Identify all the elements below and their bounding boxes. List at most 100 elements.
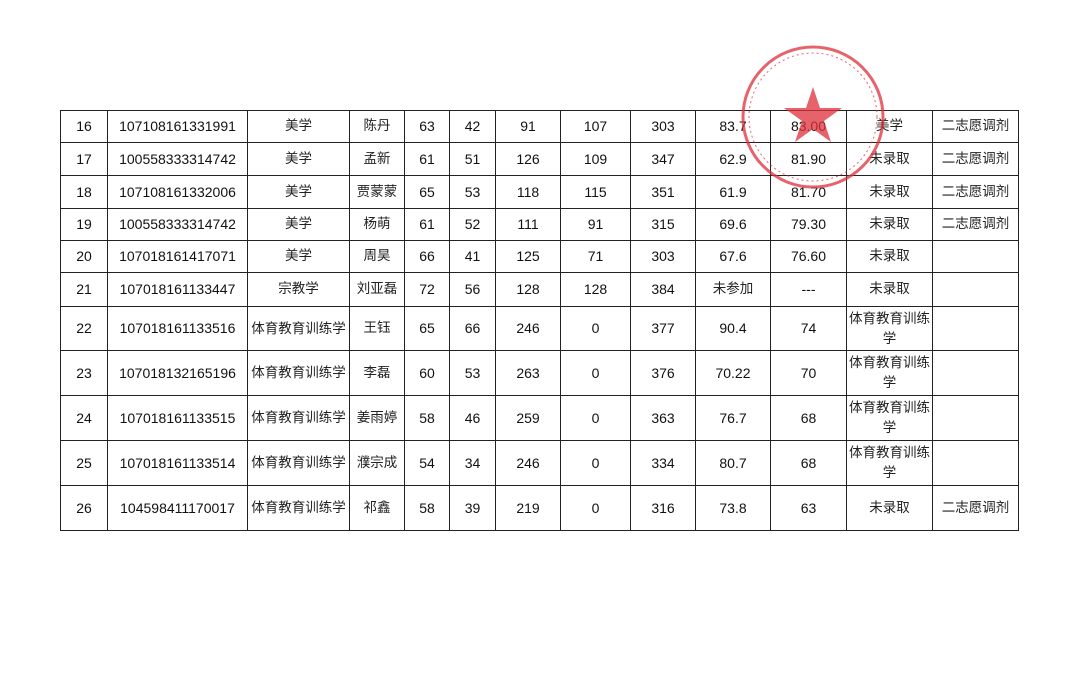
table-row: 21 107018161133447 宗教学 刘亚磊 72 56 128 128 384 未参加 -… (60, 272, 1019, 307)
cell-total: 316 (630, 485, 696, 531)
cell-name: 贾蒙蒙 (349, 175, 405, 209)
cell-politics: 65 (404, 306, 450, 351)
cell-index: 23 (60, 350, 108, 396)
cell-final-score: 76.60 (770, 240, 847, 273)
cell-english: 41 (449, 240, 496, 273)
cell-exam-id: 100558333314742 (107, 208, 248, 241)
cell-name: 杨萌 (349, 208, 405, 241)
cell-note (932, 240, 1019, 273)
cell-politics: 60 (404, 350, 450, 396)
cell-total: 334 (630, 440, 696, 486)
cell-result: 未录取 (846, 272, 933, 307)
cell-index: 16 (60, 110, 108, 143)
cell-politics: 54 (404, 440, 450, 486)
cell-final-score: 74 (770, 306, 847, 351)
cell-index: 21 (60, 272, 108, 307)
cell-retest-score: 69.6 (695, 208, 771, 241)
cell-major: 美学 (247, 240, 350, 273)
cell-total: 376 (630, 350, 696, 396)
cell-english: 39 (449, 485, 496, 531)
cell-subject-1: 263 (495, 350, 561, 396)
cell-english: 53 (449, 175, 496, 209)
cell-subject-1: 118 (495, 175, 561, 209)
cell-subject-2: 107 (560, 110, 631, 143)
cell-subject-1: 128 (495, 272, 561, 307)
cell-subject-2: 0 (560, 485, 631, 531)
cell-politics: 58 (404, 485, 450, 531)
cell-subject-2: 109 (560, 142, 631, 176)
cell-final-score: 81.90 (770, 142, 847, 176)
cell-retest-score: 76.7 (695, 395, 771, 441)
cell-result: 体育教育训练学 (846, 440, 933, 486)
cell-total: 377 (630, 306, 696, 351)
cell-total: 303 (630, 240, 696, 273)
cell-name: 周昊 (349, 240, 405, 273)
cell-total: 351 (630, 175, 696, 209)
cell-subject-1: 219 (495, 485, 561, 531)
cell-exam-id: 107018161133514 (107, 440, 248, 486)
cell-exam-id: 107108161331991 (107, 110, 248, 143)
cell-subject-1: 246 (495, 306, 561, 351)
table-row: 17 100558333314742 美学 孟新 61 51 126 109 347 62.9 81… (60, 142, 1019, 176)
cell-index: 20 (60, 240, 108, 273)
cell-name: 王钰 (349, 306, 405, 351)
cell-english: 66 (449, 306, 496, 351)
cell-english: 56 (449, 272, 496, 307)
cell-english: 53 (449, 350, 496, 396)
cell-index: 18 (60, 175, 108, 209)
cell-name: 祁鑫 (349, 485, 405, 531)
cell-major: 宗教学 (247, 272, 350, 307)
cell-total: 315 (630, 208, 696, 241)
table-row: 19 100558333314742 美学 杨萌 61 52 111 91 315 69.6 79.… (60, 208, 1019, 241)
cell-final-score: 63 (770, 485, 847, 531)
cell-note (932, 272, 1019, 307)
cell-note (932, 350, 1019, 396)
cell-subject-1: 126 (495, 142, 561, 176)
cell-index: 24 (60, 395, 108, 441)
cell-politics: 58 (404, 395, 450, 441)
cell-retest-score: 61.9 (695, 175, 771, 209)
cell-total: 347 (630, 142, 696, 176)
table-row: 22 107018161133516 体育教育训练学 王钰 65 66 246 0 377 90.… (60, 306, 1019, 351)
cell-exam-id: 104598411170017 (107, 485, 248, 531)
cell-final-score: 70 (770, 350, 847, 396)
table-row: 26 104598411170017 体育教育训练学 祁鑫 58 39 219 0 316 73.… (60, 485, 1019, 531)
cell-major: 体育教育训练学 (247, 306, 350, 351)
cell-english: 42 (449, 110, 496, 143)
cell-index: 17 (60, 142, 108, 176)
cell-major: 体育教育训练学 (247, 440, 350, 486)
cell-final-score: 68 (770, 395, 847, 441)
cell-subject-2: 0 (560, 440, 631, 486)
cell-subject-2: 0 (560, 395, 631, 441)
cell-retest-score: 62.9 (695, 142, 771, 176)
cell-index: 22 (60, 306, 108, 351)
cell-subject-2: 0 (560, 350, 631, 396)
cell-name: 李磊 (349, 350, 405, 396)
cell-exam-id: 107018161133447 (107, 272, 248, 307)
cell-name: 孟新 (349, 142, 405, 176)
cell-english: 46 (449, 395, 496, 441)
cell-note (932, 306, 1019, 351)
cell-subject-1: 91 (495, 110, 561, 143)
cell-politics: 61 (404, 142, 450, 176)
cell-note: 二志愿调剂 (932, 142, 1019, 176)
cell-total: 303 (630, 110, 696, 143)
cell-note: 二志愿调剂 (932, 208, 1019, 241)
cell-result: 未录取 (846, 175, 933, 209)
cell-subject-1: 111 (495, 208, 561, 241)
cell-major: 体育教育训练学 (247, 395, 350, 441)
cell-result: 未录取 (846, 485, 933, 531)
cell-result: 未录取 (846, 240, 933, 273)
cell-english: 52 (449, 208, 496, 241)
cell-subject-2: 71 (560, 240, 631, 273)
cell-subject-2: 91 (560, 208, 631, 241)
table-row: 20 107018161417071 美学 周昊 66 41 125 71 303 67.6 76.… (60, 240, 1019, 273)
cell-index: 19 (60, 208, 108, 241)
cell-subject-1: 259 (495, 395, 561, 441)
cell-politics: 61 (404, 208, 450, 241)
cell-subject-2: 128 (560, 272, 631, 307)
cell-retest-score: 73.8 (695, 485, 771, 531)
cell-major: 美学 (247, 110, 350, 143)
cell-subject-2: 0 (560, 306, 631, 351)
cell-retest-score: 80.7 (695, 440, 771, 486)
